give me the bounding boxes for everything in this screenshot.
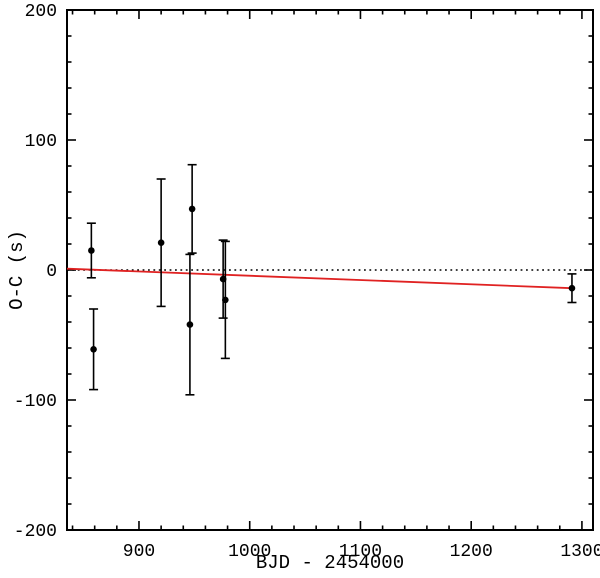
reference-lines: [66, 267, 593, 290]
y-tick-label: -200: [14, 522, 57, 542]
data-point: [90, 346, 97, 353]
data-point: [186, 321, 194, 328]
data-point: [88, 247, 95, 254]
data-point: [188, 205, 196, 213]
x-tick-label: 1100: [339, 542, 382, 562]
y-axis-label: O-C (s): [6, 230, 28, 310]
plot-frame: [66, 9, 594, 531]
y-tick-label: 0: [46, 262, 57, 282]
y-tick-label: 200: [25, 2, 57, 22]
x-axis-label: BJD - 2454000: [256, 552, 404, 574]
x-tick-label: 1300: [560, 542, 600, 562]
linear-fit-line: [66, 267, 572, 290]
data-point: [157, 239, 165, 246]
x-tick-label: 1000: [228, 542, 271, 562]
data-point: [222, 296, 229, 304]
y-tick-label: 100: [25, 132, 57, 152]
x-tick-label: 900: [123, 542, 155, 562]
y-tick-label: -100: [14, 392, 57, 412]
x-tick-label: 1200: [450, 542, 493, 562]
data-series: [86, 163, 577, 396]
data-point: [568, 284, 576, 292]
